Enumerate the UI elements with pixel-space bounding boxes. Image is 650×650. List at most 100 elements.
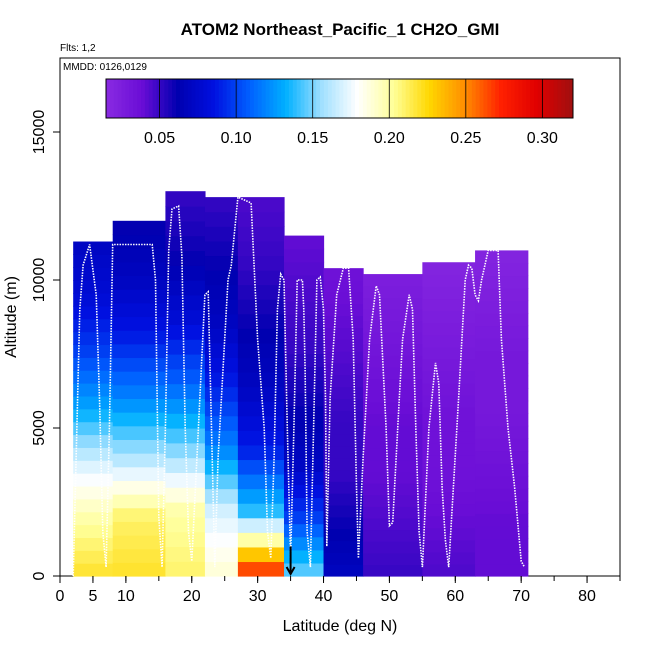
colorbar-segment xyxy=(261,79,267,118)
heatmap-cell xyxy=(165,413,206,429)
heatmap-cell xyxy=(237,328,285,344)
colorbar-segment xyxy=(421,79,426,118)
heatmap-cell xyxy=(165,457,206,473)
heatmap-cell xyxy=(237,255,285,271)
colorbar-segment xyxy=(569,79,574,118)
colorbar-segment xyxy=(413,79,418,118)
heatmap-cell xyxy=(363,459,423,473)
heatmap-cell xyxy=(73,421,114,436)
colorbar-segment xyxy=(452,79,457,118)
heatmap-cell xyxy=(237,546,285,563)
colorbar-segment xyxy=(230,79,235,118)
heatmap-cell xyxy=(422,455,476,468)
heatmap-cell xyxy=(475,350,529,364)
colorbar-segment xyxy=(347,79,352,118)
heatmap-cell xyxy=(475,563,529,577)
heatmap-cell xyxy=(422,358,476,372)
heatmap-cell xyxy=(165,502,206,518)
heatmap-cell xyxy=(112,439,167,454)
colorbar-segment xyxy=(541,79,547,118)
colorbar-segment xyxy=(436,79,442,118)
dates-note: MMDD: 0126,0129 xyxy=(63,62,147,73)
colorbar-segment xyxy=(242,79,247,118)
colorbar-segment xyxy=(522,79,527,118)
colorbar-segment xyxy=(409,79,414,118)
heatmap-cell xyxy=(165,324,206,340)
heatmap-cell xyxy=(112,562,167,577)
heatmap-cell xyxy=(422,491,476,505)
x-tick-label: 20 xyxy=(183,588,201,605)
heatmap-cell xyxy=(284,445,325,459)
heatmap-cell xyxy=(363,448,423,461)
colorbar-segment xyxy=(129,79,134,118)
heatmap-cell xyxy=(363,483,423,496)
heatmap-cell xyxy=(165,487,206,503)
heatmap-cell xyxy=(422,370,476,384)
heatmap-cell xyxy=(112,220,167,236)
colorbar-segment xyxy=(370,79,376,118)
heatmap-cell xyxy=(284,458,325,472)
x-tick-label: 30 xyxy=(249,588,267,605)
heatmap-cell xyxy=(73,280,114,294)
heatmap-cell xyxy=(475,313,529,327)
flight-track-line xyxy=(72,195,526,577)
colorbar-segment xyxy=(222,79,228,118)
heatmap-cell xyxy=(323,362,364,376)
colorbar-segment xyxy=(444,79,449,118)
heatmap-cell xyxy=(422,539,476,553)
heatmap-cell xyxy=(204,561,239,577)
heatmap-cell xyxy=(112,275,167,290)
colorbar-segment xyxy=(429,79,434,118)
colorbar-segment xyxy=(308,79,313,118)
heatmap-cell xyxy=(363,274,423,287)
heatmap-cell xyxy=(73,408,114,423)
heatmap-cell xyxy=(363,564,423,577)
heatmap-cell xyxy=(323,422,364,435)
heatmap-cell xyxy=(165,339,206,355)
heatmap-cell xyxy=(284,327,325,341)
y-tick-label: 10000 xyxy=(31,258,48,303)
heatmap-cell xyxy=(165,309,206,325)
heatmap-cell xyxy=(475,513,529,527)
heatmap-cell xyxy=(422,394,476,408)
heatmap-cell xyxy=(73,241,114,255)
colorbar-tick-label: 0.15 xyxy=(297,130,328,147)
colorbar-segment xyxy=(253,79,259,118)
heatmap-cell xyxy=(204,211,239,227)
heatmap-cell xyxy=(422,563,476,577)
colorbar-segment xyxy=(214,79,220,118)
heatmap-cell xyxy=(112,398,167,413)
colorbar-segment xyxy=(475,79,481,118)
heatmap-cell xyxy=(284,379,325,394)
heatmap-cell xyxy=(475,250,529,264)
heatmap-cell xyxy=(73,434,114,448)
heatmap-cell xyxy=(323,410,364,423)
heatmap-cell xyxy=(323,280,364,293)
colorbar-segment xyxy=(386,79,391,118)
heatmap-cell xyxy=(237,357,285,373)
heatmap-cell xyxy=(237,473,285,490)
heatmap-cell xyxy=(323,504,364,518)
heatmap-cell xyxy=(284,301,325,315)
heatmap-cell xyxy=(284,274,325,289)
colorbar-segment xyxy=(537,79,543,118)
colorbar-segment xyxy=(300,79,305,118)
heatmap-cell xyxy=(363,425,423,438)
heatmap-cell xyxy=(112,316,167,331)
heatmap-cell xyxy=(475,262,529,277)
colorbar-frame xyxy=(105,78,574,119)
colorbar-segment xyxy=(273,79,278,118)
heatmap-cell xyxy=(237,226,285,242)
heatmap-cell xyxy=(237,561,285,577)
heatmap-cell xyxy=(363,285,423,298)
heatmap-cell xyxy=(363,308,423,322)
y-axis-title: Altitude (m) xyxy=(3,276,20,358)
heatmap-cell xyxy=(475,425,529,439)
colorbar-segment xyxy=(226,79,232,118)
heatmap-cell xyxy=(284,248,325,263)
x-tick-label: 80 xyxy=(578,588,596,605)
heatmap-cell xyxy=(237,430,285,446)
heatmap-cell xyxy=(204,313,239,329)
heatmap-cell xyxy=(237,211,285,227)
heatmap-cell xyxy=(204,342,239,359)
